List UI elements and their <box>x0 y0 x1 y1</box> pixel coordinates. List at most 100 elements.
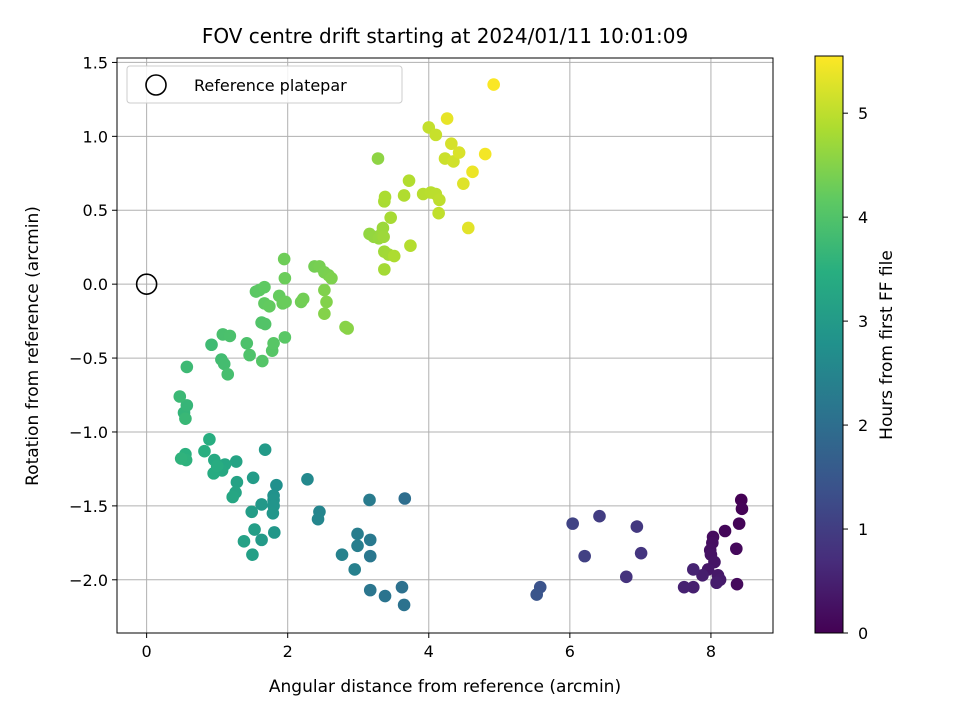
y-tick-label: −0.5 <box>69 349 108 368</box>
grid <box>117 58 773 633</box>
data-point <box>279 295 292 309</box>
data-point <box>578 549 591 563</box>
data-point <box>248 523 261 536</box>
data-point <box>371 152 385 165</box>
data-point <box>180 399 194 412</box>
plot-frame <box>116 57 774 634</box>
data-point <box>335 548 349 561</box>
data-point <box>432 206 445 220</box>
data-point <box>718 524 732 538</box>
data-point <box>487 78 500 91</box>
data-point <box>445 137 458 151</box>
x-axis-label: Angular distance from reference (arcmin) <box>269 677 621 697</box>
data-point <box>267 336 280 350</box>
data-point <box>686 580 700 594</box>
data-point <box>348 563 362 576</box>
data-point <box>378 263 391 276</box>
colorbar-tick-label: 4 <box>858 208 868 227</box>
legend: Reference platepar <box>126 65 403 104</box>
data-point <box>363 533 377 547</box>
data-point <box>363 493 376 507</box>
data-point <box>278 331 292 344</box>
data-point <box>203 433 216 446</box>
legend-label: Reference platepar <box>194 76 347 95</box>
data-point <box>258 317 272 331</box>
x-axis-ticks: 0 2 4 6 8 <box>142 633 716 661</box>
y-tick-label: −2.0 <box>69 571 108 590</box>
colorbar-tick-label: 3 <box>858 312 868 331</box>
data-point <box>457 177 470 190</box>
data-point <box>223 329 237 343</box>
x-tick-label: 0 <box>142 642 152 661</box>
data-point <box>429 128 443 142</box>
data-point <box>270 478 283 492</box>
data-point <box>217 357 231 371</box>
data-point <box>433 193 446 207</box>
data-point <box>630 520 644 533</box>
data-point <box>258 280 271 294</box>
data-point <box>452 146 466 159</box>
data-point <box>466 165 479 179</box>
data-point <box>387 249 401 263</box>
data-point <box>311 512 325 526</box>
data-point <box>378 589 392 603</box>
y-tick-label: −1.5 <box>69 497 108 516</box>
colorbar-ticks: 0 1 2 3 4 5 <box>843 104 868 643</box>
data-point <box>229 455 243 468</box>
data-point <box>205 338 218 352</box>
data-point <box>530 588 543 601</box>
data-points <box>173 78 749 612</box>
data-point <box>325 271 338 285</box>
data-point <box>237 535 251 548</box>
data-point <box>478 147 492 161</box>
data-point <box>221 368 235 381</box>
data-point <box>318 283 331 297</box>
data-point <box>395 580 409 594</box>
data-point <box>266 506 280 520</box>
colorbar-tick-label: 2 <box>858 416 868 435</box>
y-tick-label: 1.0 <box>83 127 108 146</box>
data-point <box>619 570 633 584</box>
data-point <box>377 230 390 244</box>
data-point <box>210 459 224 473</box>
data-point <box>686 563 700 576</box>
legend-marker-icon <box>145 74 167 96</box>
data-point <box>256 354 269 368</box>
x-tick-label: 4 <box>424 642 434 661</box>
x-tick-label: 6 <box>565 642 575 661</box>
data-point <box>566 517 579 530</box>
chart-title: FOV centre drift starting at 2024/01/11 … <box>202 24 688 48</box>
data-point <box>301 472 314 486</box>
data-point <box>245 505 259 519</box>
y-axis-label: Rotation from reference (arcmin) <box>23 206 43 486</box>
data-point <box>351 539 364 553</box>
reference-marker <box>135 273 158 295</box>
legend-box <box>126 65 403 104</box>
x-tick-label: 2 <box>283 642 293 661</box>
y-tick-label: −1.0 <box>69 423 108 442</box>
data-point <box>363 549 377 563</box>
colorbar-label: Hours from first FF file <box>877 250 897 440</box>
data-point <box>397 189 411 202</box>
data-point <box>730 577 744 591</box>
data-point <box>320 295 333 309</box>
data-point <box>243 348 256 362</box>
data-point <box>398 492 412 505</box>
data-point <box>351 527 364 541</box>
data-point <box>677 580 691 594</box>
data-point <box>397 598 411 612</box>
data-point <box>278 271 292 285</box>
colorbar-tick-label: 1 <box>858 520 868 539</box>
colorbar-tick-label: 5 <box>858 104 868 123</box>
data-point <box>179 412 192 425</box>
data-point <box>174 452 188 465</box>
data-point <box>255 533 268 547</box>
data-point <box>363 583 377 597</box>
data-point <box>593 509 606 523</box>
data-point <box>440 112 454 125</box>
data-point <box>263 300 276 313</box>
data-point <box>246 548 259 561</box>
data-point <box>696 569 709 582</box>
data-point <box>461 221 475 235</box>
